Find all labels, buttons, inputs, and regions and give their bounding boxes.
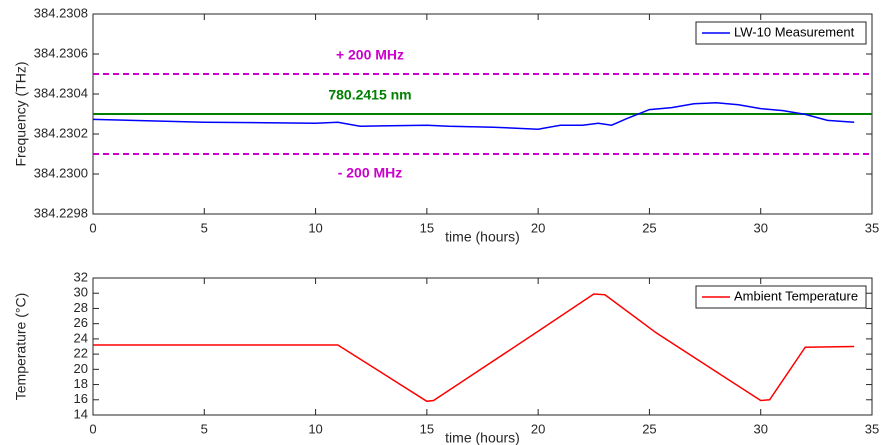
x-tick-label: 5 bbox=[201, 421, 208, 436]
reference-label: - 200 MHz bbox=[338, 165, 403, 181]
y-tick-label: 26 bbox=[74, 315, 88, 330]
y-tick-label: 384.2300 bbox=[34, 165, 88, 180]
x-tick-label: 15 bbox=[420, 421, 434, 436]
x-tick-label: 30 bbox=[753, 421, 767, 436]
y-axis-title: Temperature (°C) bbox=[13, 293, 29, 401]
legend-box bbox=[695, 285, 867, 309]
y-tick-label: 32 bbox=[74, 269, 88, 284]
y-tick-label: 20 bbox=[74, 361, 88, 376]
y-tick-label: 384.2302 bbox=[34, 125, 88, 140]
data-line bbox=[93, 293, 855, 403]
reference-label: + 200 MHz bbox=[336, 47, 404, 63]
x-tick-label: 30 bbox=[753, 220, 767, 235]
y-tick-label: 14 bbox=[74, 406, 88, 421]
y-tick-label: 384.2308 bbox=[34, 5, 88, 20]
x-tick-label: 35 bbox=[865, 220, 879, 235]
y-tick-label: 22 bbox=[74, 346, 88, 361]
y-tick-label: 16 bbox=[74, 391, 88, 406]
x-tick-label: 35 bbox=[865, 421, 879, 436]
legend-label: LW-10 Measurement bbox=[734, 24, 855, 39]
x-tick-label: 25 bbox=[642, 220, 656, 235]
y-axis-title: Frequency (THz) bbox=[13, 61, 29, 166]
x-tick-label: 0 bbox=[89, 421, 96, 436]
reference-label: 780.2415 nm bbox=[328, 87, 411, 103]
x-tick-label: 15 bbox=[420, 220, 434, 235]
x-tick-label: 10 bbox=[308, 421, 322, 436]
x-axis-title: time (hours) bbox=[445, 430, 520, 445]
x-axis-title: time (hours) bbox=[445, 229, 520, 245]
x-tick-label: 20 bbox=[531, 421, 545, 436]
y-tick-label: 24 bbox=[74, 330, 88, 345]
x-tick-label: 5 bbox=[201, 220, 208, 235]
x-tick-label: 10 bbox=[308, 220, 322, 235]
x-tick-label: 0 bbox=[89, 220, 96, 235]
y-tick-label: 384.2298 bbox=[34, 205, 88, 220]
x-tick-label: 20 bbox=[531, 220, 545, 235]
y-tick-label: 30 bbox=[74, 285, 88, 300]
y-tick-label: 18 bbox=[74, 376, 88, 391]
data-line bbox=[92, 102, 855, 130]
y-tick-label: 384.2304 bbox=[34, 85, 88, 100]
legend-label: Ambient Temperature bbox=[734, 288, 858, 303]
y-tick-label: 28 bbox=[74, 300, 88, 315]
y-tick-label: 384.2306 bbox=[34, 45, 88, 60]
legend-box bbox=[695, 21, 867, 45]
x-tick-label: 25 bbox=[642, 421, 656, 436]
